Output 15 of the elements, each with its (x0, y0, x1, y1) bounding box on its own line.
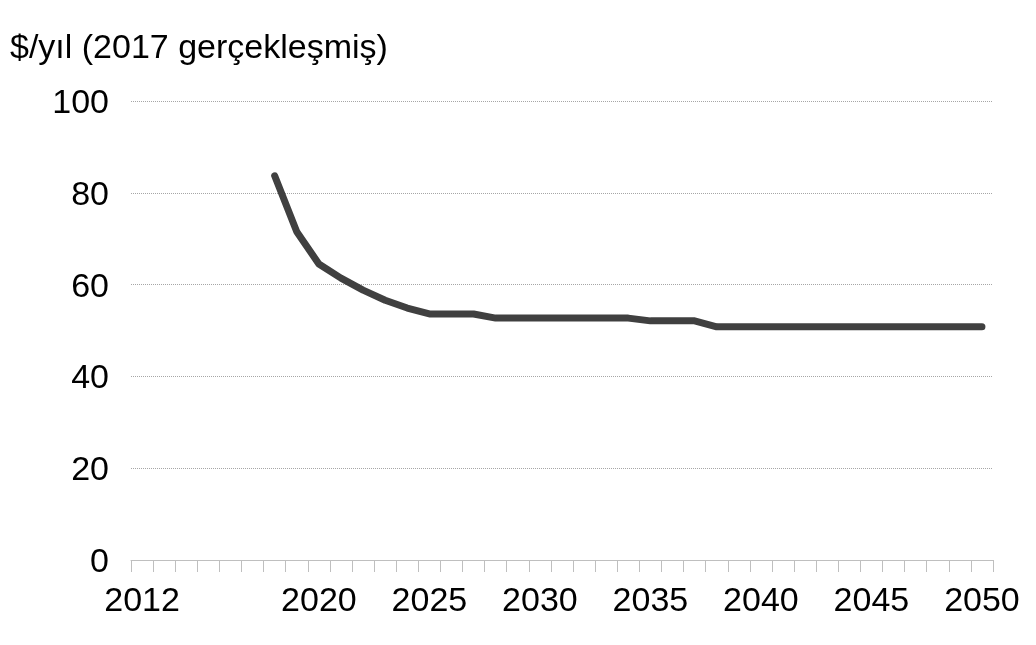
x-tick-label: 2050 (944, 580, 1020, 618)
x-tick-label: 2025 (391, 580, 468, 618)
y-axis-title: $/yıl (2017 gerçekleşmiş) (10, 27, 388, 65)
x-tick-label: 2040 (723, 580, 799, 618)
x-tick-label: 2020 (281, 580, 357, 618)
y-tick-label: 60 (71, 265, 109, 304)
y-tick-label: 0 (90, 541, 109, 579)
x-tick-label: 2030 (502, 580, 578, 618)
x-tick-label: 2035 (612, 580, 689, 618)
y-tick-label: 20 (71, 449, 109, 488)
y-tick-label: 40 (71, 357, 109, 396)
x-tick-label: 2012 (104, 580, 180, 618)
y-tick-label: 100 (52, 82, 109, 120)
x-tick-label: 2045 (833, 580, 910, 618)
y-tick-label: 80 (71, 173, 109, 212)
